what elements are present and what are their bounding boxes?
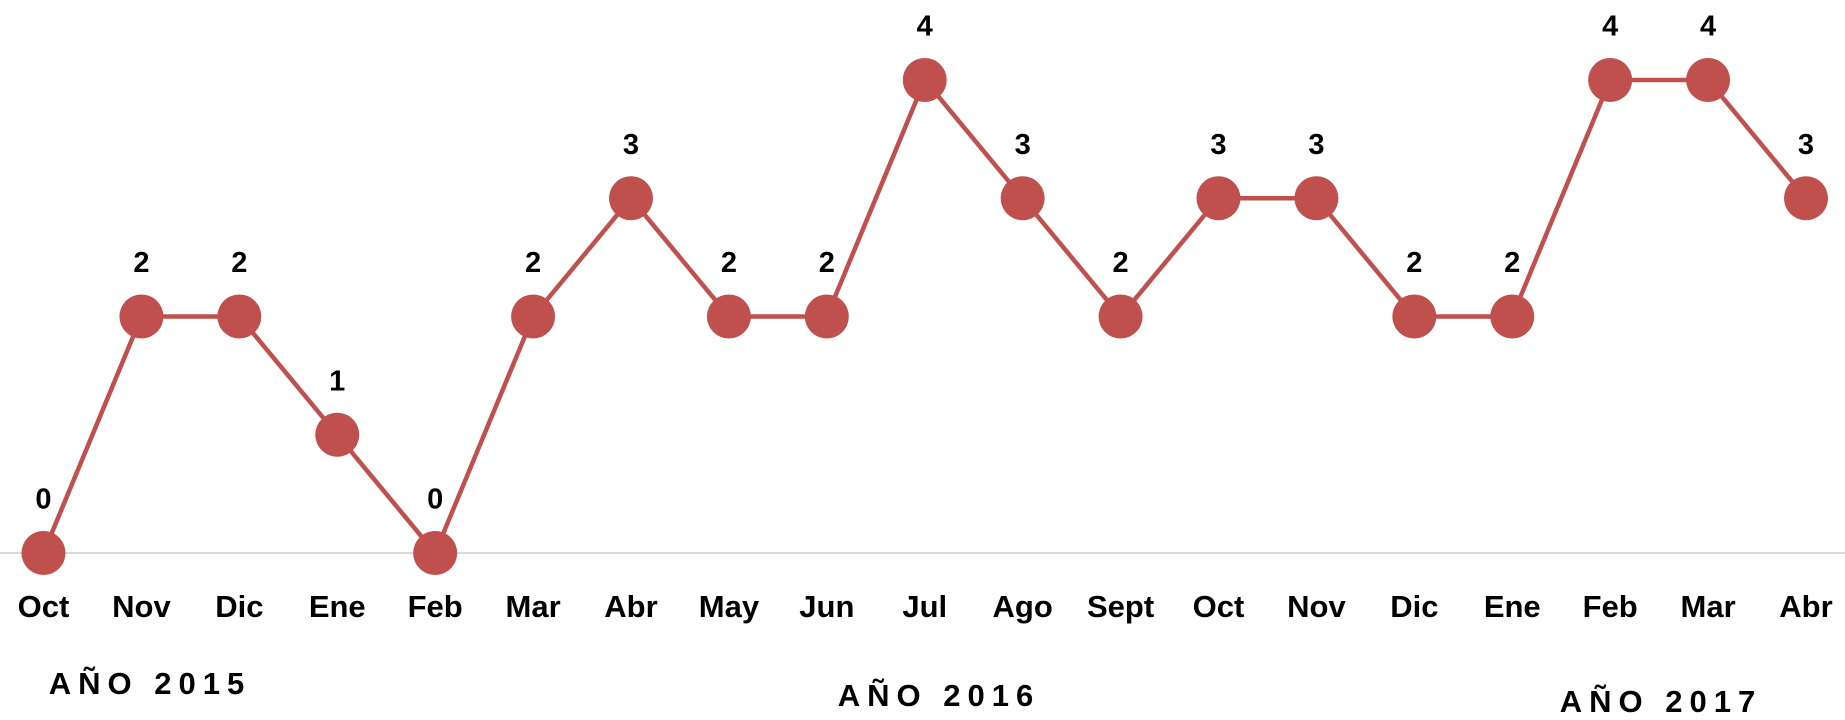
x-tick-label: Jul [902,589,947,624]
marker [706,294,751,339]
data-label: 2 [721,247,737,279]
marker [804,294,849,339]
data-label: 2 [1504,247,1520,279]
data-label: 2 [525,247,541,279]
x-tick-label: Dic [1390,589,1438,624]
data-label: 4 [917,11,933,43]
data-label: 0 [427,484,443,516]
data-label: 2 [231,247,247,279]
data-label: 3 [1798,129,1814,161]
data-label: 1 [329,365,345,397]
x-tick-label: Feb [408,589,463,624]
x-tick-label: Abr [604,589,657,624]
data-label: 4 [1602,11,1618,43]
marker [1000,176,1045,221]
x-tick-label: Jun [799,589,854,624]
data-label: 4 [1700,11,1716,43]
year-label: AÑO 2017 [1560,684,1762,719]
x-tick-label: Feb [1583,589,1638,624]
x-tick-label: Mar [1681,589,1736,624]
line [41,75,1808,558]
x-tick-label: Ago [993,589,1053,624]
x-tick-label: May [699,589,760,624]
marker [609,176,653,221]
marker [1588,58,1633,102]
x-tick-label: Nov [112,589,171,624]
marker [1196,176,1241,221]
x-tick-label: Mar [506,589,561,624]
data-label: 2 [133,247,149,279]
data-label: 0 [35,484,51,516]
x-tick-label: Oct [18,589,70,624]
marker [1294,176,1339,221]
x-tick-label: Oct [1193,589,1245,624]
x-tick-label: Dic [215,589,263,624]
data-label: 3 [623,129,639,161]
data-label: 2 [1406,247,1422,279]
data-label: 3 [1015,129,1031,161]
marker [1392,294,1437,339]
x-tick-label: Abr [1779,589,1832,624]
year-label: AÑO 2016 [838,678,1040,713]
marker [413,531,458,575]
x-tick-label: Ene [309,589,366,624]
marker [315,412,360,457]
marker [1686,58,1731,102]
marker [1490,294,1535,339]
x-tick-label: Ene [1484,589,1541,624]
x-tick-label: Nov [1287,589,1346,624]
marker [119,294,164,339]
data-label: 2 [819,247,835,279]
marker [21,531,66,575]
marker [217,294,262,339]
data-label: 3 [1308,129,1324,161]
data-label: 2 [1113,247,1129,279]
marker [1098,294,1143,339]
x-tick-label: Sept [1087,589,1154,624]
year-label: AÑO 2015 [49,666,251,701]
marker [511,294,556,339]
marker [1784,176,1828,221]
marker [902,58,947,102]
data-label: 3 [1210,129,1226,161]
